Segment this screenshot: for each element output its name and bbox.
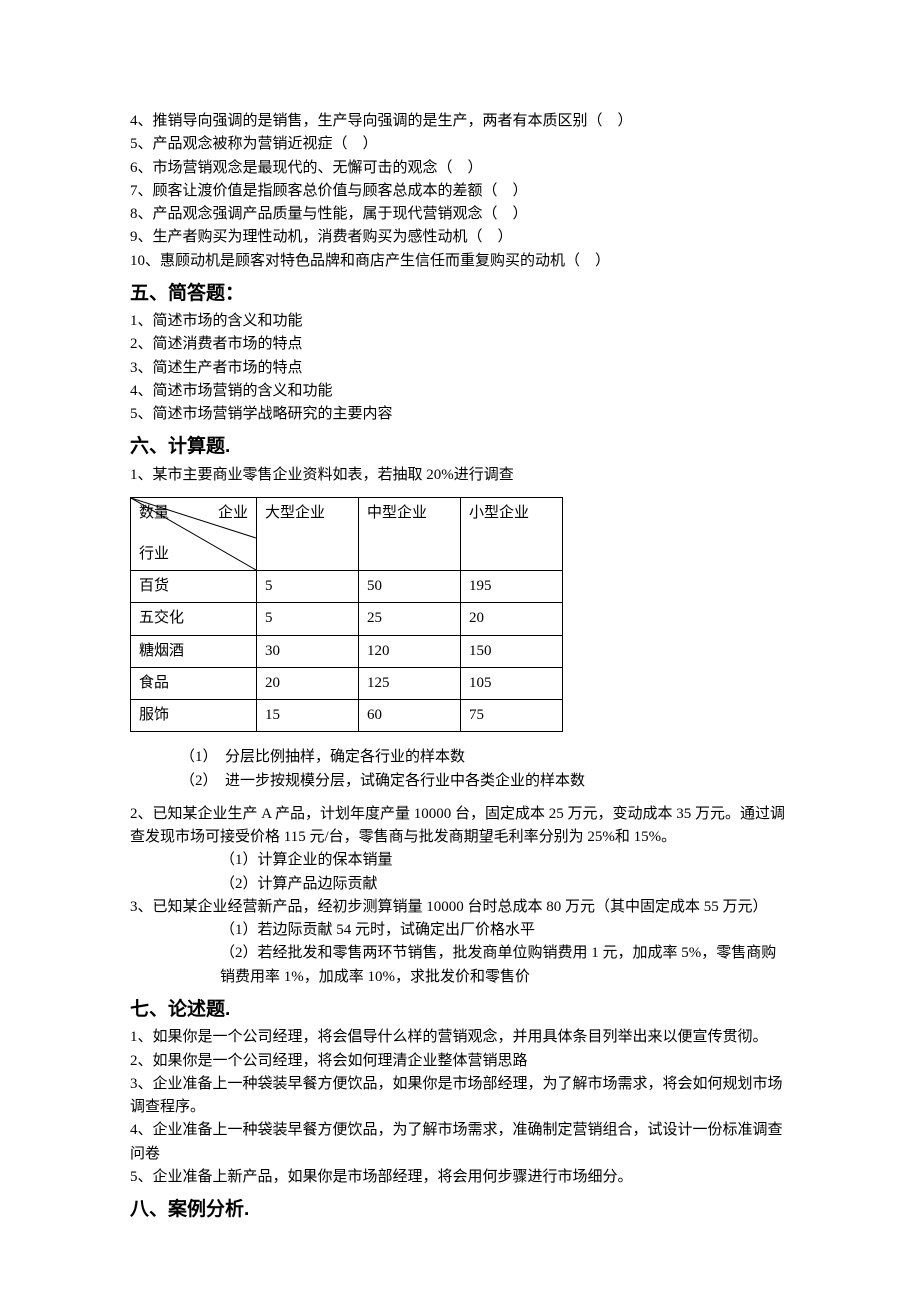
s7-item-5: 5、企业准备上新产品，如果你是市场部经理，将会用何步骤进行市场细分。	[130, 1166, 790, 1189]
row-label: 五交化	[131, 603, 257, 635]
row-label: 服饰	[131, 700, 257, 732]
s7-item-3: 3、企业准备上一种袋装早餐方便饮品，如果你是市场部经理，为了解市场需求，将会如何…	[130, 1073, 790, 1120]
cell: 75	[461, 700, 563, 732]
statement-6: 6、市场营销观念是最现代的、无懈可击的观念（ ）	[130, 157, 790, 180]
s6-q2: 2、已知某企业生产 A 产品，计划年度产量 10000 台，固定成本 25 万元…	[130, 803, 790, 850]
row-label: 百货	[131, 571, 257, 603]
cell: 20	[461, 603, 563, 635]
cell: 195	[461, 571, 563, 603]
judgment-list: 4、推销导向强调的是销售，生产导向强调的是生产，两者有本质区别（ ） 5、产品观…	[130, 110, 790, 273]
section-5-heading: 五、简答题：	[130, 279, 790, 308]
s6-q2-sub2: （2）计算产品边际贡献	[130, 873, 790, 896]
table-row: 服饰 15 60 75	[131, 700, 563, 732]
s5-item-2: 2、简述消费者市场的特点	[130, 333, 790, 356]
s6-q1-sub1: （1） 分层比例抽样，确定各行业的样本数	[130, 746, 790, 769]
s7-item-2: 2、如果你是一个公司经理，将会如何理清企业整体营销思路	[130, 1050, 790, 1073]
cell: 50	[359, 571, 461, 603]
cell: 15	[257, 700, 359, 732]
cell: 5	[257, 603, 359, 635]
cell: 5	[257, 571, 359, 603]
table-row: 糖烟酒 30 120 150	[131, 635, 563, 667]
statement-5: 5、产品观念被称为营销近视症（ ）	[130, 133, 790, 156]
section-6-heading: 六、计算题.	[130, 432, 790, 461]
s5-item-4: 4、简述市场营销的含义和功能	[130, 380, 790, 403]
s7-item-1: 1、如果你是一个公司经理，将会倡导什么样的营销观念，并用具体条目列举出来以便宣传…	[130, 1026, 790, 1049]
table-header-row: 数量 企业 行业 大型企业 中型企业 小型企业	[131, 498, 563, 571]
statement-7: 7、顾客让渡价值是指顾客总价值与顾客总成本的差额（ ）	[130, 180, 790, 203]
cell: 60	[359, 700, 461, 732]
cell: 150	[461, 635, 563, 667]
row-label: 食品	[131, 667, 257, 699]
spacer	[130, 793, 790, 803]
col-small: 小型企业	[461, 498, 563, 571]
statement-9: 9、生产者购买为理性动机，消费者购买为感性动机（ ）	[130, 226, 790, 249]
table-row: 食品 20 125 105	[131, 667, 563, 699]
document-page: 4、推销导向强调的是销售，生产导向强调的是生产，两者有本质区别（ ） 5、产品观…	[0, 0, 920, 1287]
section-7-heading: 七、论述题.	[130, 995, 790, 1024]
statement-10: 10、惠顾动机是顾客对特色品牌和商店产生信任而重复购买的动机（ ）	[130, 250, 790, 273]
cell: 120	[359, 635, 461, 667]
table-row: 百货 5 50 195	[131, 571, 563, 603]
s6-q3-sub2: （2）若经批发和零售两环节销售，批发商单位购销费用 1 元，加成率 5%，零售商…	[130, 942, 790, 989]
enterprise-table: 数量 企业 行业 大型企业 中型企业 小型企业 百货 5 50 195 五交化 …	[130, 497, 563, 732]
s6-q2-sub1: （1）计算企业的保本销量	[130, 849, 790, 872]
col-medium: 中型企业	[359, 498, 461, 571]
s5-item-5: 5、简述市场营销学战略研究的主要内容	[130, 403, 790, 426]
statement-8: 8、产品观念强调产品质量与性能，属于现代营销观念（ ）	[130, 203, 790, 226]
s5-item-1: 1、简述市场的含义和功能	[130, 310, 790, 333]
cell: 20	[257, 667, 359, 699]
s6-q1-intro: 1、某市主要商业零售企业资料如表，若抽取 20%进行调查	[130, 464, 790, 487]
table-row: 五交化 5 25 20	[131, 603, 563, 635]
cell: 25	[359, 603, 461, 635]
s6-q1-sub2: （2） 进一步按规模分层，试确定各行业中各类企业的样本数	[130, 770, 790, 793]
diagonal-header-cell: 数量 企业 行业	[131, 498, 257, 571]
s7-item-4: 4、企业准备上一种袋装早餐方便饮品，为了解市场需求，准确制定营销组合，试设计一份…	[130, 1119, 790, 1166]
cell: 30	[257, 635, 359, 667]
diag-label-quantity: 数量	[139, 502, 169, 525]
cell: 105	[461, 667, 563, 699]
section-8-heading: 八、案例分析.	[130, 1195, 790, 1224]
section-5-list: 1、简述市场的含义和功能 2、简述消费者市场的特点 3、简述生产者市场的特点 4…	[130, 310, 790, 426]
row-label: 糖烟酒	[131, 635, 257, 667]
statement-4: 4、推销导向强调的是销售，生产导向强调的是生产，两者有本质区别（ ）	[130, 110, 790, 133]
diag-label-enterprise: 企业	[218, 502, 248, 525]
s6-q3-sub1: （1）若边际贡献 54 元时，试确定出厂价格水平	[130, 919, 790, 942]
s6-q3: 3、已知某企业经营新产品，经初步测算销量 10000 台时总成本 80 万元（其…	[130, 896, 790, 919]
cell: 125	[359, 667, 461, 699]
col-large: 大型企业	[257, 498, 359, 571]
s5-item-3: 3、简述生产者市场的特点	[130, 357, 790, 380]
diag-label-industry: 行业	[139, 543, 169, 566]
